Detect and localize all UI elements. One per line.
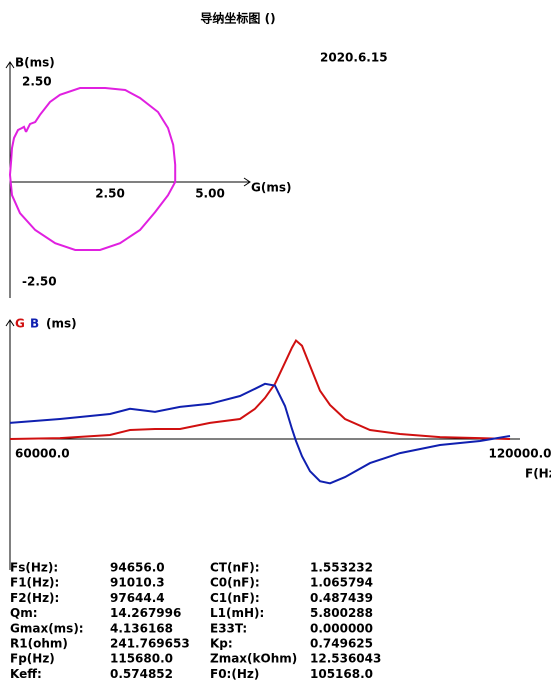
table-label: F2(Hz):: [10, 591, 59, 605]
data-line: [9, 382, 511, 485]
table-value: 94656.0: [110, 561, 165, 575]
x-tick-label: 5.00: [195, 187, 225, 201]
table-label: F1(Hz):: [10, 576, 59, 590]
y-tick-label: -2.50: [22, 275, 57, 289]
table-value: 5.800288: [310, 606, 373, 620]
x-tick-label: 2.50: [95, 187, 125, 201]
table-value: 241.769653: [110, 637, 190, 651]
table-label: Fs(Hz):: [10, 561, 58, 575]
table-value: 0.487439: [310, 591, 373, 605]
table-label: Keff:: [10, 667, 42, 681]
data-line: [9, 338, 511, 440]
table-label: E33T:: [210, 621, 247, 635]
date: 2020.6.15: [320, 51, 388, 65]
table-label: Kp:: [210, 637, 233, 651]
table-label: L1(mH):: [210, 606, 264, 620]
legend-g: G: [15, 317, 25, 331]
x-axis-label: F(Hz): [525, 467, 551, 481]
table-label: C0(nF):: [210, 576, 260, 590]
table-label: C1(nF):: [210, 591, 260, 605]
table-value: 0.574852: [110, 667, 173, 681]
table-value: 97644.4: [110, 591, 165, 605]
table-value: 12.536043: [310, 652, 381, 666]
table-label: CT(nF):: [210, 561, 260, 575]
x-tick-label: 60000.0: [15, 447, 70, 461]
table-value: 0.749625: [310, 637, 373, 651]
table-value: 115680.0: [110, 652, 173, 666]
table-label: Gmax(ms):: [10, 621, 84, 635]
table-label: Qm:: [10, 606, 38, 620]
x-tick-label: 120000.0: [488, 447, 551, 461]
x-axis-label: G(ms): [251, 181, 291, 195]
table-label: Fp(Hz): [10, 652, 55, 666]
table-value: 105168.0: [310, 667, 373, 681]
table-value: 1.065794: [310, 576, 373, 590]
title: 导纳坐标图 (): [200, 11, 275, 26]
y-tick-label: 2.50: [22, 75, 52, 89]
table-value: 4.136168: [110, 621, 173, 635]
y-axis-label: B(ms): [15, 56, 55, 70]
table-label: F0:(Hz): [210, 667, 259, 681]
table-value: 1.553232: [310, 561, 373, 575]
y-axis-label: (ms): [46, 317, 77, 331]
table-value: 0.000000: [310, 621, 373, 635]
data-line: [8, 87, 177, 251]
table-label: R1(ohm): [10, 637, 68, 651]
table-value: 91010.3: [110, 576, 165, 590]
legend-b: B: [30, 317, 39, 331]
table-label: Zmax(kOhm): [210, 652, 297, 666]
table-value: 14.267996: [110, 606, 181, 620]
